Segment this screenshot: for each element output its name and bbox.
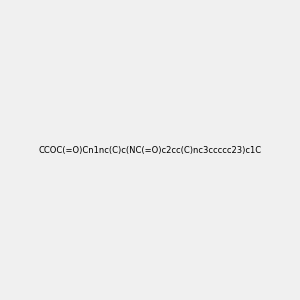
Text: CCOC(=O)Cn1nc(C)c(NC(=O)c2cc(C)nc3ccccc23)c1C: CCOC(=O)Cn1nc(C)c(NC(=O)c2cc(C)nc3ccccc2…	[38, 146, 262, 154]
